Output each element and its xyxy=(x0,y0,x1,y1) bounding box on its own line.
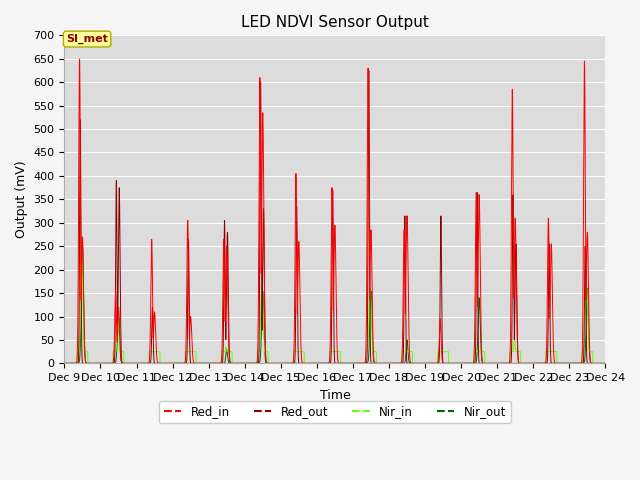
Red_out xyxy=(244,360,252,366)
Nir_in xyxy=(244,360,252,366)
Title: LED NDVI Sensor Output: LED NDVI Sensor Output xyxy=(241,15,429,30)
Red_out xyxy=(456,360,464,366)
Nir_out xyxy=(579,360,587,366)
Nir_in xyxy=(456,360,464,366)
Nir_out xyxy=(156,360,164,366)
Line: Nir_out: Nir_out xyxy=(65,244,605,363)
Red_in xyxy=(454,360,461,366)
Nir_out xyxy=(61,360,68,366)
Red_out xyxy=(579,360,586,366)
Nir_in xyxy=(602,360,609,366)
Nir_out xyxy=(602,360,609,366)
Red_in xyxy=(244,360,252,366)
Line: Nir_in: Nir_in xyxy=(65,241,605,363)
Nir_in xyxy=(156,360,164,366)
Line: Red_out: Red_out xyxy=(65,71,605,363)
Legend: Red_in, Red_out, Nir_in, Nir_out: Red_in, Red_out, Nir_in, Nir_out xyxy=(159,401,511,423)
Nir_in xyxy=(317,360,324,366)
Nir_out xyxy=(456,360,464,366)
Red_out xyxy=(602,360,609,366)
Red_in xyxy=(76,56,83,62)
Nir_out xyxy=(79,241,86,247)
Red_out xyxy=(572,360,580,366)
Nir_in xyxy=(579,349,587,355)
Red_in xyxy=(579,317,587,323)
Nir_in xyxy=(472,349,479,355)
Red_out xyxy=(365,68,372,73)
Nir_out xyxy=(317,360,324,366)
X-axis label: Time: Time xyxy=(319,389,350,402)
Red_in xyxy=(572,360,580,366)
Red_in xyxy=(456,360,464,366)
Nir_in xyxy=(572,360,580,366)
Nir_out xyxy=(472,360,479,366)
Red_out xyxy=(471,358,479,363)
Nir_out xyxy=(244,360,252,366)
Red_out xyxy=(317,360,324,366)
Nir_in xyxy=(78,239,86,244)
Red_out xyxy=(61,360,68,366)
Y-axis label: Output (mV): Output (mV) xyxy=(15,160,28,238)
Red_in xyxy=(472,277,479,283)
Line: Red_in: Red_in xyxy=(65,59,605,363)
Red_in xyxy=(61,360,68,366)
Text: SI_met: SI_met xyxy=(66,34,108,44)
Red_in xyxy=(602,360,609,366)
Nir_in xyxy=(61,360,68,366)
Nir_out xyxy=(572,360,580,366)
Red_in xyxy=(317,360,324,366)
